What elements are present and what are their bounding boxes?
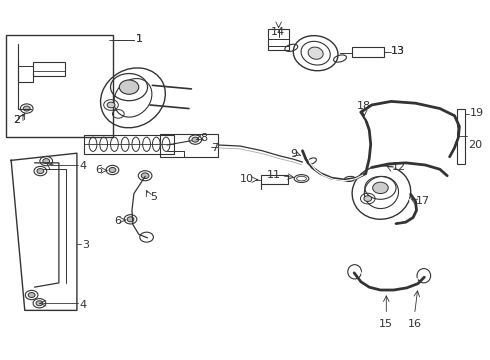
Text: 16: 16 [408, 319, 421, 329]
Text: 10: 10 [240, 174, 254, 184]
Circle shape [141, 173, 149, 179]
Text: 13: 13 [391, 46, 405, 56]
Circle shape [24, 106, 30, 111]
Text: 3: 3 [82, 240, 89, 250]
Text: 19: 19 [470, 108, 484, 118]
Bar [33, 62, 65, 76]
Circle shape [37, 168, 44, 174]
Text: 12: 12 [392, 162, 406, 172]
Text: 20: 20 [468, 140, 482, 150]
Bar [458, 109, 465, 164]
Text: 15: 15 [379, 319, 393, 329]
Circle shape [373, 182, 388, 194]
Text: 7: 7 [211, 143, 218, 153]
Bar [84, 135, 174, 154]
Text: 2: 2 [13, 115, 20, 125]
Circle shape [109, 167, 116, 172]
Text: 18: 18 [357, 102, 371, 111]
Text: 11: 11 [267, 170, 281, 180]
Circle shape [364, 196, 372, 202]
Text: 5: 5 [150, 192, 157, 202]
Bar [160, 134, 218, 157]
Bar [352, 48, 384, 58]
Circle shape [127, 217, 134, 222]
Circle shape [36, 301, 43, 306]
Text: 6: 6 [96, 165, 103, 175]
Text: 4: 4 [79, 161, 86, 171]
Circle shape [28, 293, 35, 297]
Text: 4: 4 [79, 300, 86, 310]
Circle shape [43, 158, 49, 163]
Ellipse shape [308, 47, 323, 59]
Text: 13: 13 [391, 46, 405, 57]
Text: 14: 14 [270, 27, 285, 37]
Bar [6, 35, 114, 137]
Circle shape [119, 80, 139, 94]
Text: 9: 9 [290, 149, 297, 158]
Bar [261, 175, 288, 184]
Circle shape [107, 102, 115, 108]
Text: 2: 2 [13, 115, 20, 125]
Circle shape [192, 137, 199, 142]
Text: 6: 6 [114, 216, 121, 226]
Text: 1: 1 [135, 34, 143, 44]
Text: 8: 8 [200, 133, 207, 143]
Bar [269, 29, 289, 50]
Text: 1: 1 [135, 34, 143, 44]
Text: 17: 17 [416, 197, 430, 206]
